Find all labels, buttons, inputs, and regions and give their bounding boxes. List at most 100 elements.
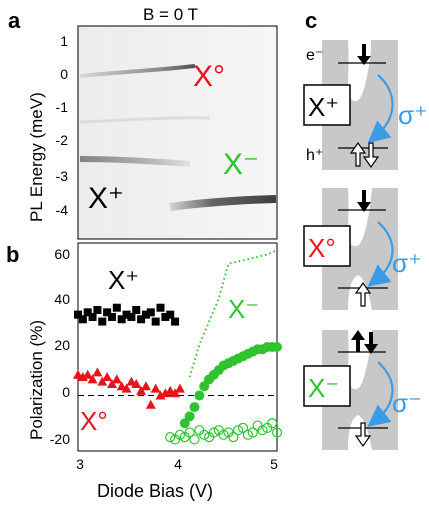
data-point-xminus-filled — [199, 381, 210, 392]
y-tick: 20 — [54, 337, 70, 353]
data-point-xminus-open — [271, 427, 283, 438]
panel-b-plot — [73, 242, 283, 452]
data-point-x0 — [121, 383, 132, 393]
state-box-xminus — [303, 365, 351, 407]
data-point-xplus — [107, 312, 116, 321]
data-point-xplus — [166, 310, 175, 319]
data-point-x0 — [170, 388, 181, 398]
panel-b-frame — [77, 242, 278, 452]
data-point-xminus-open — [165, 432, 176, 443]
data-point-xminus-filled — [184, 411, 195, 422]
data-point-x0 — [106, 378, 117, 388]
state-box-x0 — [303, 225, 351, 267]
pl-line-faint — [79, 116, 211, 124]
panel-a-plot — [77, 25, 278, 240]
data-point-xminus-open — [189, 434, 200, 445]
y-tick: 60 — [54, 246, 70, 262]
electron-label: e⁻ — [306, 47, 323, 64]
data-point-x0 — [82, 369, 93, 379]
data-point-x0 — [155, 390, 166, 400]
x-tick: 5 — [270, 456, 278, 472]
data-point-xplus — [137, 315, 146, 324]
band-diagram-xplus: X⁺ σ⁺ e⁻ h⁺ — [303, 40, 428, 170]
data-point-xplus — [74, 310, 82, 319]
transition-arrow — [367, 74, 394, 144]
data-point-xminus-open — [169, 434, 181, 445]
data-point-xplus — [83, 308, 92, 317]
data-point-xplus — [132, 306, 141, 315]
panel-label-a: a — [8, 8, 21, 33]
chart-marks — [73, 249, 283, 445]
data-point-xplus — [141, 310, 150, 319]
panel-b-xlabel: Diode Bias (V) — [97, 481, 213, 501]
panel-label-c: c — [305, 8, 317, 33]
data-point-xminus-open — [184, 427, 195, 438]
data-point-xminus-open — [237, 422, 249, 433]
pl-line-xplus — [79, 156, 191, 167]
panel-b-label-x0: X° — [80, 406, 108, 436]
data-point-xminus-open — [208, 427, 220, 438]
panel-a-label-x0: X° — [193, 60, 225, 93]
data-point-xminus-open — [242, 429, 253, 440]
data-point-xplus — [156, 303, 165, 312]
data-point-x0 — [145, 399, 156, 409]
data-point-x0 — [77, 372, 88, 382]
data-point-x0 — [87, 374, 98, 384]
state-label-x0: X° — [308, 233, 336, 263]
hole-spin-down-arrow-icon — [354, 422, 372, 448]
panel-b-ylabel: Polarization (%) — [27, 320, 46, 440]
data-point-xminus-filled — [194, 390, 205, 401]
data-point-x0 — [160, 388, 171, 398]
data-point-x0 — [174, 383, 185, 393]
panel-b-xticks: 3 4 5 — [76, 456, 278, 472]
data-point-x0 — [150, 383, 161, 393]
electron-spin-arrow-icon — [357, 44, 371, 65]
state-box-xplus — [303, 84, 351, 126]
sigma-label-1: σ⁺ — [398, 100, 428, 130]
x-tick: 4 — [174, 456, 182, 472]
data-point-xplus — [122, 310, 131, 319]
data-point-x0 — [92, 367, 103, 377]
data-point-xplus — [112, 303, 121, 312]
y-tick: -2 — [56, 132, 69, 148]
data-point-xminus-filled — [272, 342, 282, 352]
data-point-x0 — [111, 374, 122, 384]
y-tick: -1 — [56, 99, 69, 115]
y-tick: -20 — [50, 431, 70, 447]
data-point-x0 — [140, 381, 151, 391]
y-tick: 40 — [54, 291, 70, 307]
data-point-xplus — [88, 312, 97, 321]
band-diagram-xminus: X⁻ σ⁻ — [303, 330, 422, 450]
hole-label: h⁺ — [306, 147, 323, 164]
data-point-x0 — [102, 372, 113, 382]
data-point-xplus — [93, 306, 102, 315]
pl-line-xminus — [169, 195, 277, 211]
y-tick: 1 — [60, 33, 68, 49]
data-point-xminus-open — [233, 425, 244, 436]
transition-arrow — [367, 221, 394, 287]
panel-a-yticks: 1 0 -1 -2 -3 -4 — [56, 33, 69, 218]
panel-a-label-xminus: X⁻ — [223, 148, 259, 181]
y-tick: -3 — [56, 168, 69, 184]
data-point-xminus-open — [228, 432, 239, 443]
state-label-xminus: X⁻ — [308, 373, 339, 403]
data-point-xplus — [78, 315, 87, 324]
data-point-xplus — [103, 308, 112, 317]
data-point-xplus — [146, 308, 155, 317]
state-label-xplus: X⁺ — [308, 92, 339, 122]
transition-arrow — [367, 361, 394, 427]
y-tick: 0 — [62, 384, 70, 400]
data-point-xplus — [161, 312, 170, 321]
data-point-xminus-filled — [189, 402, 200, 413]
y-tick: 0 — [60, 66, 68, 82]
electron-spin-up-arrow-icon — [351, 330, 365, 352]
data-point-xplus — [117, 315, 126, 324]
data-point-xplus — [98, 317, 107, 326]
panel-a-label-xplus: X⁺ — [88, 182, 124, 215]
panel-a-title: B = 0 T — [143, 5, 198, 24]
pl-line-x0 — [79, 64, 196, 78]
panel-label-b: b — [6, 242, 19, 267]
x-tick: 3 — [76, 456, 84, 472]
electron-spin-down-arrow-icon — [364, 332, 378, 354]
